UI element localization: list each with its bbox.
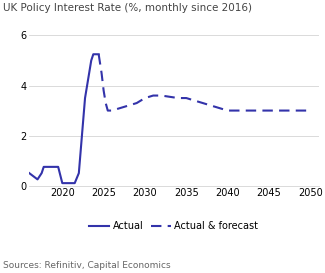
Text: UK Policy Interest Rate (%, monthly since 2016): UK Policy Interest Rate (%, monthly sinc… <box>3 3 252 13</box>
Legend: Actual, Actual & forecast: Actual, Actual & forecast <box>85 218 262 235</box>
Text: Sources: Refinitiv, Capital Economics: Sources: Refinitiv, Capital Economics <box>3 261 171 270</box>
